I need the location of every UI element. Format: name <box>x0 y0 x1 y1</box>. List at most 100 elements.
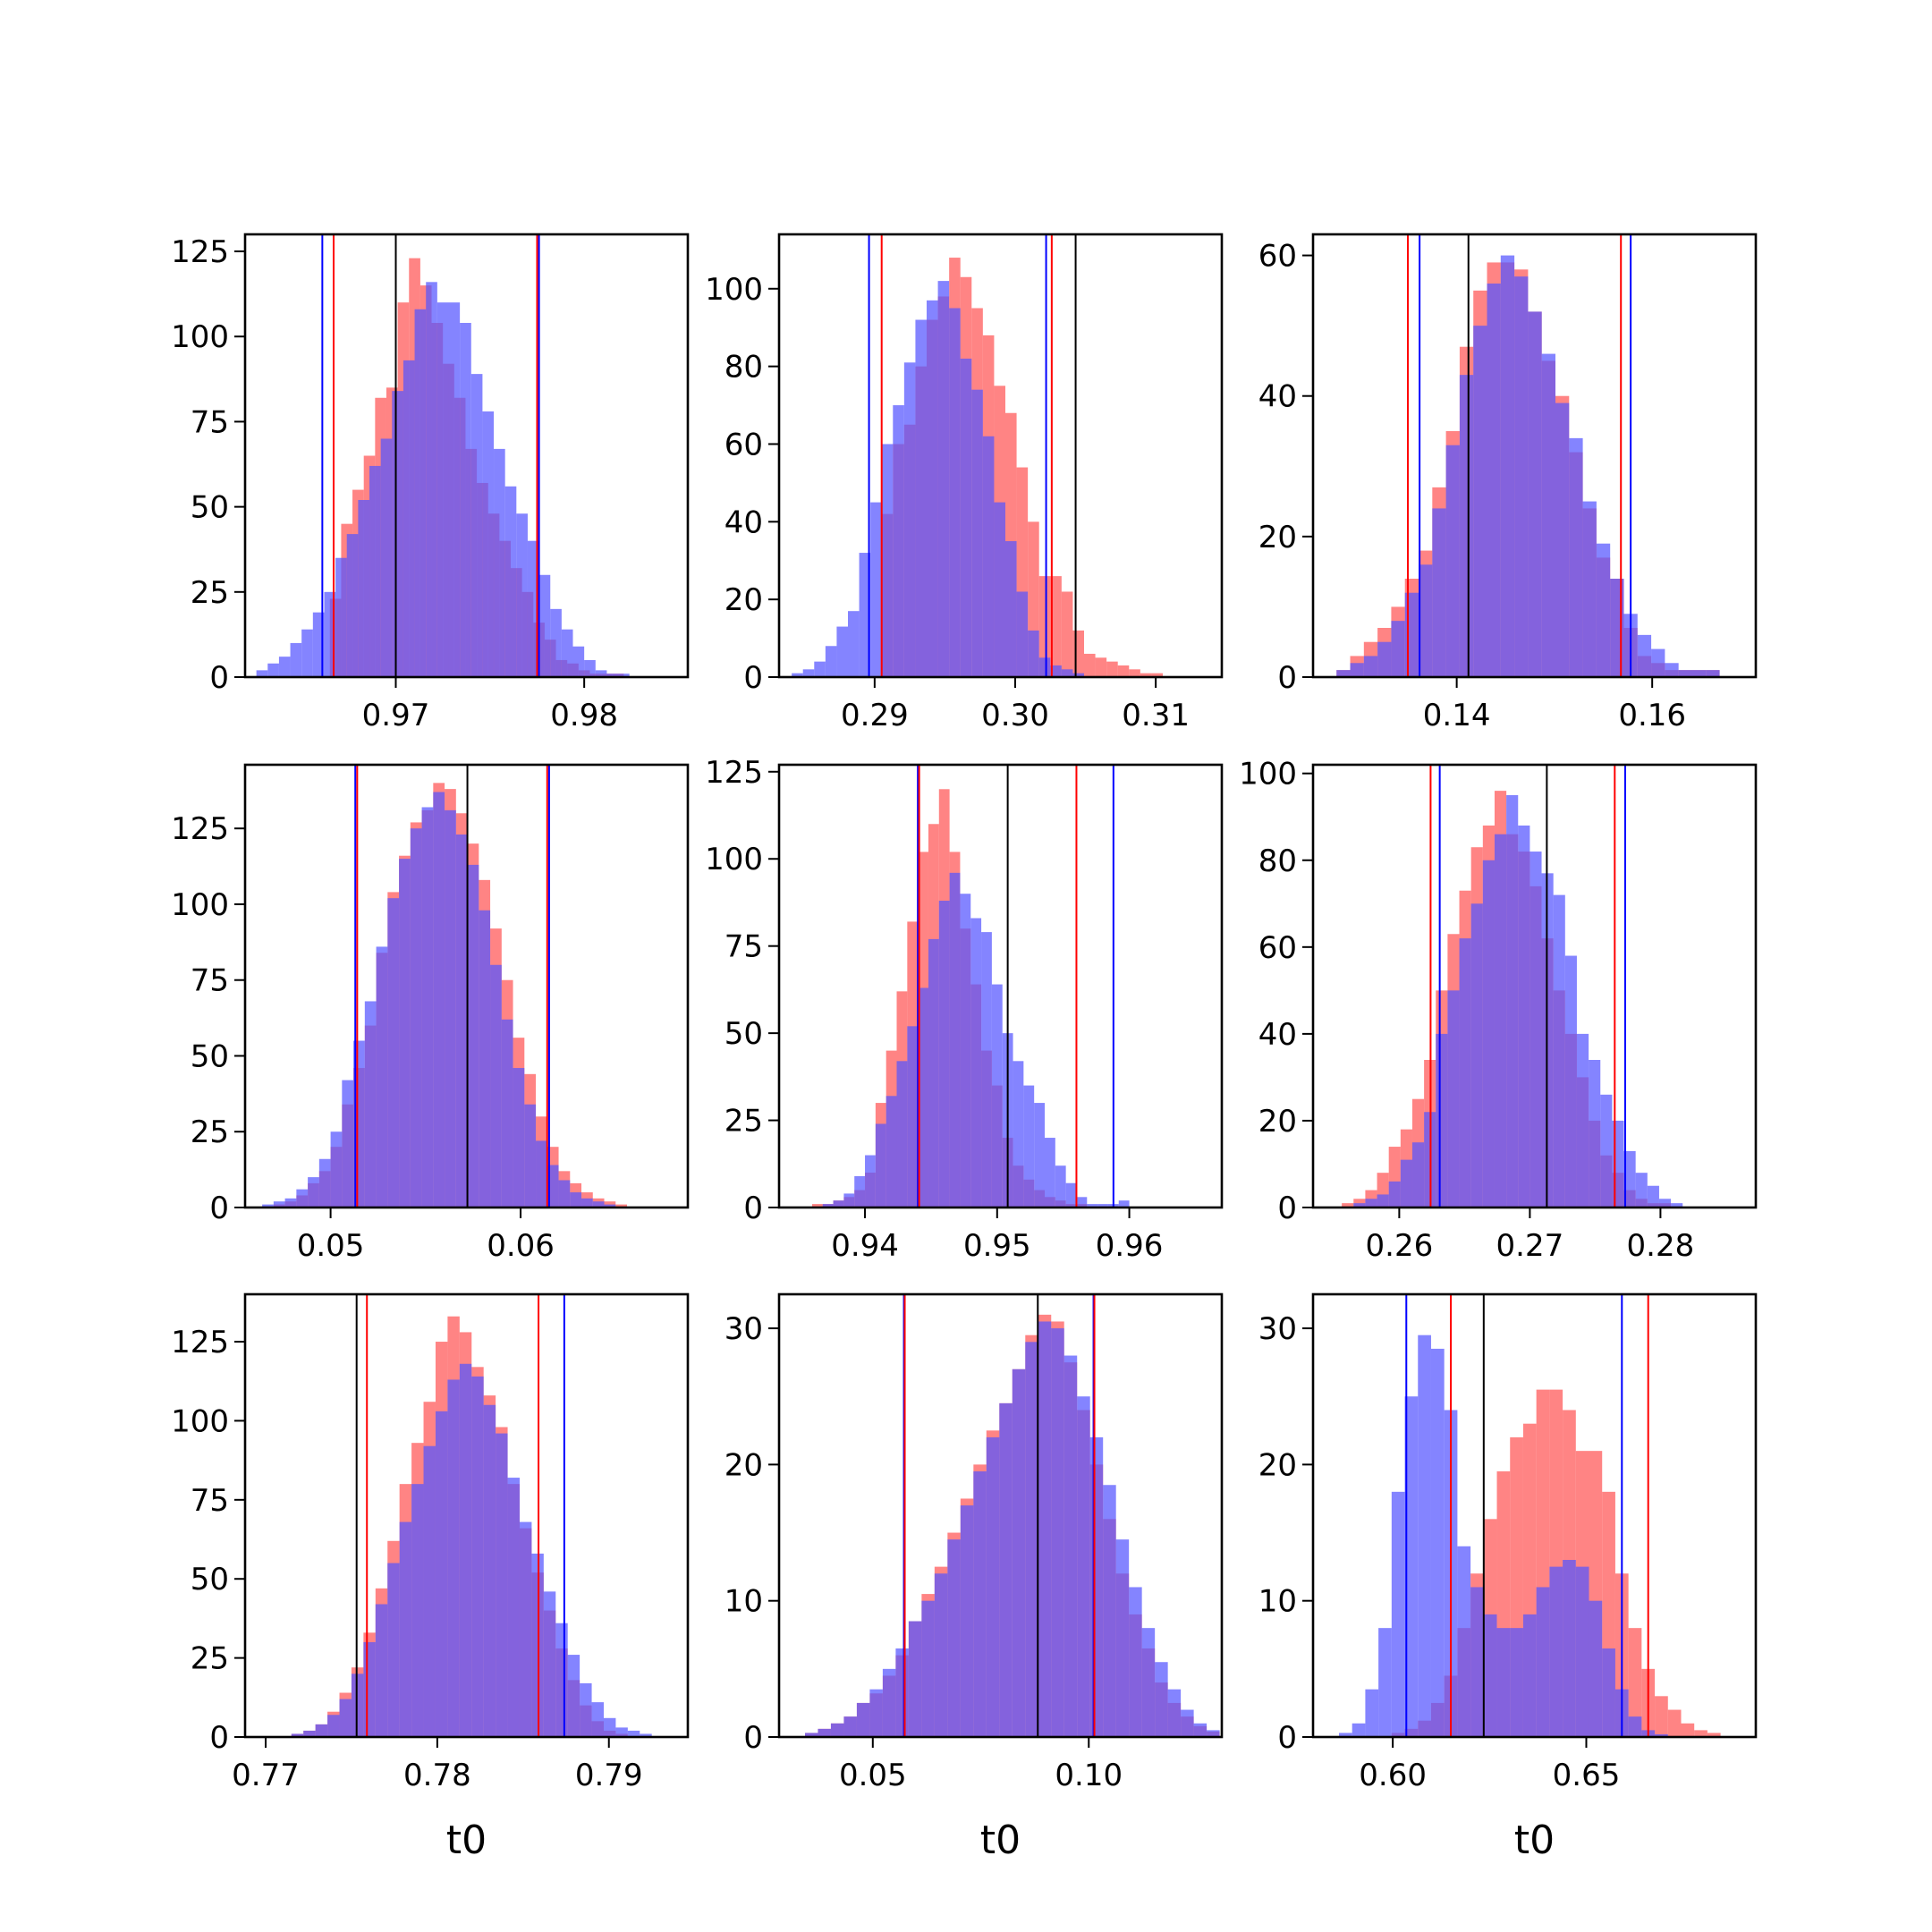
y-tick-label: 125 <box>171 234 229 270</box>
bar-blue <box>513 1068 525 1208</box>
bar-blue <box>1038 1321 1052 1737</box>
bar-blue <box>1418 1335 1431 1737</box>
bar-blue <box>1013 1061 1024 1208</box>
x-tick-label: 0.05 <box>297 1228 365 1264</box>
bar-blue <box>1050 665 1062 677</box>
bar-blue <box>1596 543 1611 677</box>
y-tick-label: 0 <box>1277 1191 1297 1226</box>
histogram-panel-8: 0 10 20 30 0.05 0.10 t0 <box>724 1292 1224 1863</box>
bar-red <box>1106 661 1118 677</box>
bar-blue <box>330 1131 343 1208</box>
bar-blue <box>1391 621 1405 677</box>
bar-blue <box>1671 1203 1683 1208</box>
y-tick-label: 10 <box>724 1584 763 1620</box>
y-tick-label: 50 <box>724 1016 763 1052</box>
bar-blue <box>882 1668 896 1737</box>
bar-blue <box>981 932 992 1208</box>
bar-blue <box>387 1563 400 1737</box>
bar-blue <box>460 323 471 677</box>
bar-red <box>615 1204 628 1208</box>
bar-blue <box>581 1198 593 1208</box>
bar-blue <box>907 1026 919 1208</box>
x-tick-label: 0.16 <box>1618 698 1686 733</box>
bar-blue <box>346 534 359 677</box>
bar-blue <box>1430 1348 1445 1737</box>
bar-blue <box>1459 938 1471 1208</box>
bar-blue <box>991 984 1003 1208</box>
bar-red <box>1151 673 1163 677</box>
x-axis-label: t0 <box>1514 1818 1555 1863</box>
bar-blue <box>595 670 607 677</box>
bar-blue <box>436 302 449 677</box>
bar-blue <box>342 1080 354 1208</box>
bar-blue <box>494 448 505 677</box>
bar-blue <box>1530 852 1542 1208</box>
bar-blue <box>1419 564 1433 677</box>
y-tick-label: 0 <box>1277 660 1297 696</box>
plot-area <box>1336 234 1720 677</box>
bar-blue <box>1377 1194 1389 1208</box>
bar-blue <box>934 1573 948 1737</box>
bar-blue <box>1678 670 1692 677</box>
bar-blue <box>284 1198 297 1208</box>
bar-red <box>1129 669 1140 677</box>
y-tick-label: 0 <box>209 1720 229 1756</box>
bar-blue <box>426 282 437 677</box>
bar-blue <box>1051 1328 1064 1737</box>
y-tick-label: 80 <box>1258 843 1297 879</box>
bar-blue <box>1518 825 1530 1208</box>
bar-blue <box>856 1702 870 1737</box>
bar-blue <box>1436 1033 1448 1208</box>
bar-blue <box>1470 1587 1484 1737</box>
x-tick-label: 0.95 <box>963 1228 1031 1264</box>
histogram-panel-1: 0 25 50 75 100 125 0.97 0.98 <box>171 233 690 733</box>
bar-blue <box>1623 1150 1636 1208</box>
y-tick-label: 20 <box>1258 1104 1297 1140</box>
bar-blue <box>1352 1723 1366 1737</box>
bar-blue <box>1496 1628 1511 1737</box>
bar-blue <box>570 1192 582 1208</box>
bar-blue <box>501 1019 513 1208</box>
bar-blue <box>908 1621 922 1737</box>
bar-blue <box>392 391 403 677</box>
bar-blue <box>921 1600 935 1737</box>
bar-blue <box>870 502 882 677</box>
y-tick-label: 20 <box>1258 1447 1297 1483</box>
bar-blue <box>547 1165 559 1208</box>
x-tick-label: 0.78 <box>403 1758 471 1793</box>
bar-red <box>1681 1723 1695 1737</box>
bar-red <box>811 1204 823 1208</box>
bar-blue <box>1569 437 1583 677</box>
bar-blue <box>584 659 596 677</box>
bar-blue <box>1470 903 1483 1208</box>
bar-blue <box>303 1730 316 1737</box>
bar-blue <box>971 389 983 677</box>
bar-blue <box>881 444 894 677</box>
bar-blue <box>1005 541 1017 677</box>
bar-red <box>1050 576 1062 677</box>
bar-blue <box>895 1648 909 1737</box>
bar-blue <box>369 465 381 677</box>
bar-blue <box>1635 1173 1648 1208</box>
y-tick-label: 0 <box>209 660 229 696</box>
y-tick-label: 125 <box>171 811 229 847</box>
bar-blue <box>893 405 904 677</box>
bar-blue <box>1012 1368 1026 1737</box>
x-axis-label: t0 <box>446 1818 487 1863</box>
bar-blue <box>865 1155 876 1208</box>
bar-red <box>1353 1199 1366 1208</box>
bar-blue <box>836 626 848 677</box>
bar-blue <box>318 1158 331 1208</box>
bar-blue <box>1378 1628 1392 1737</box>
bar-blue <box>1506 794 1519 1208</box>
bar-red <box>1707 1733 1721 1737</box>
bar-blue <box>1400 1159 1412 1208</box>
bar-blue <box>1482 860 1495 1208</box>
bar-blue <box>504 486 517 677</box>
y-tick-label: 40 <box>1258 1017 1297 1053</box>
bar-blue <box>1528 311 1542 677</box>
axes-frame <box>777 763 1224 1209</box>
bar-blue <box>267 663 279 677</box>
y-tick-label: 0 <box>209 1191 229 1226</box>
bar-blue <box>1028 630 1039 677</box>
